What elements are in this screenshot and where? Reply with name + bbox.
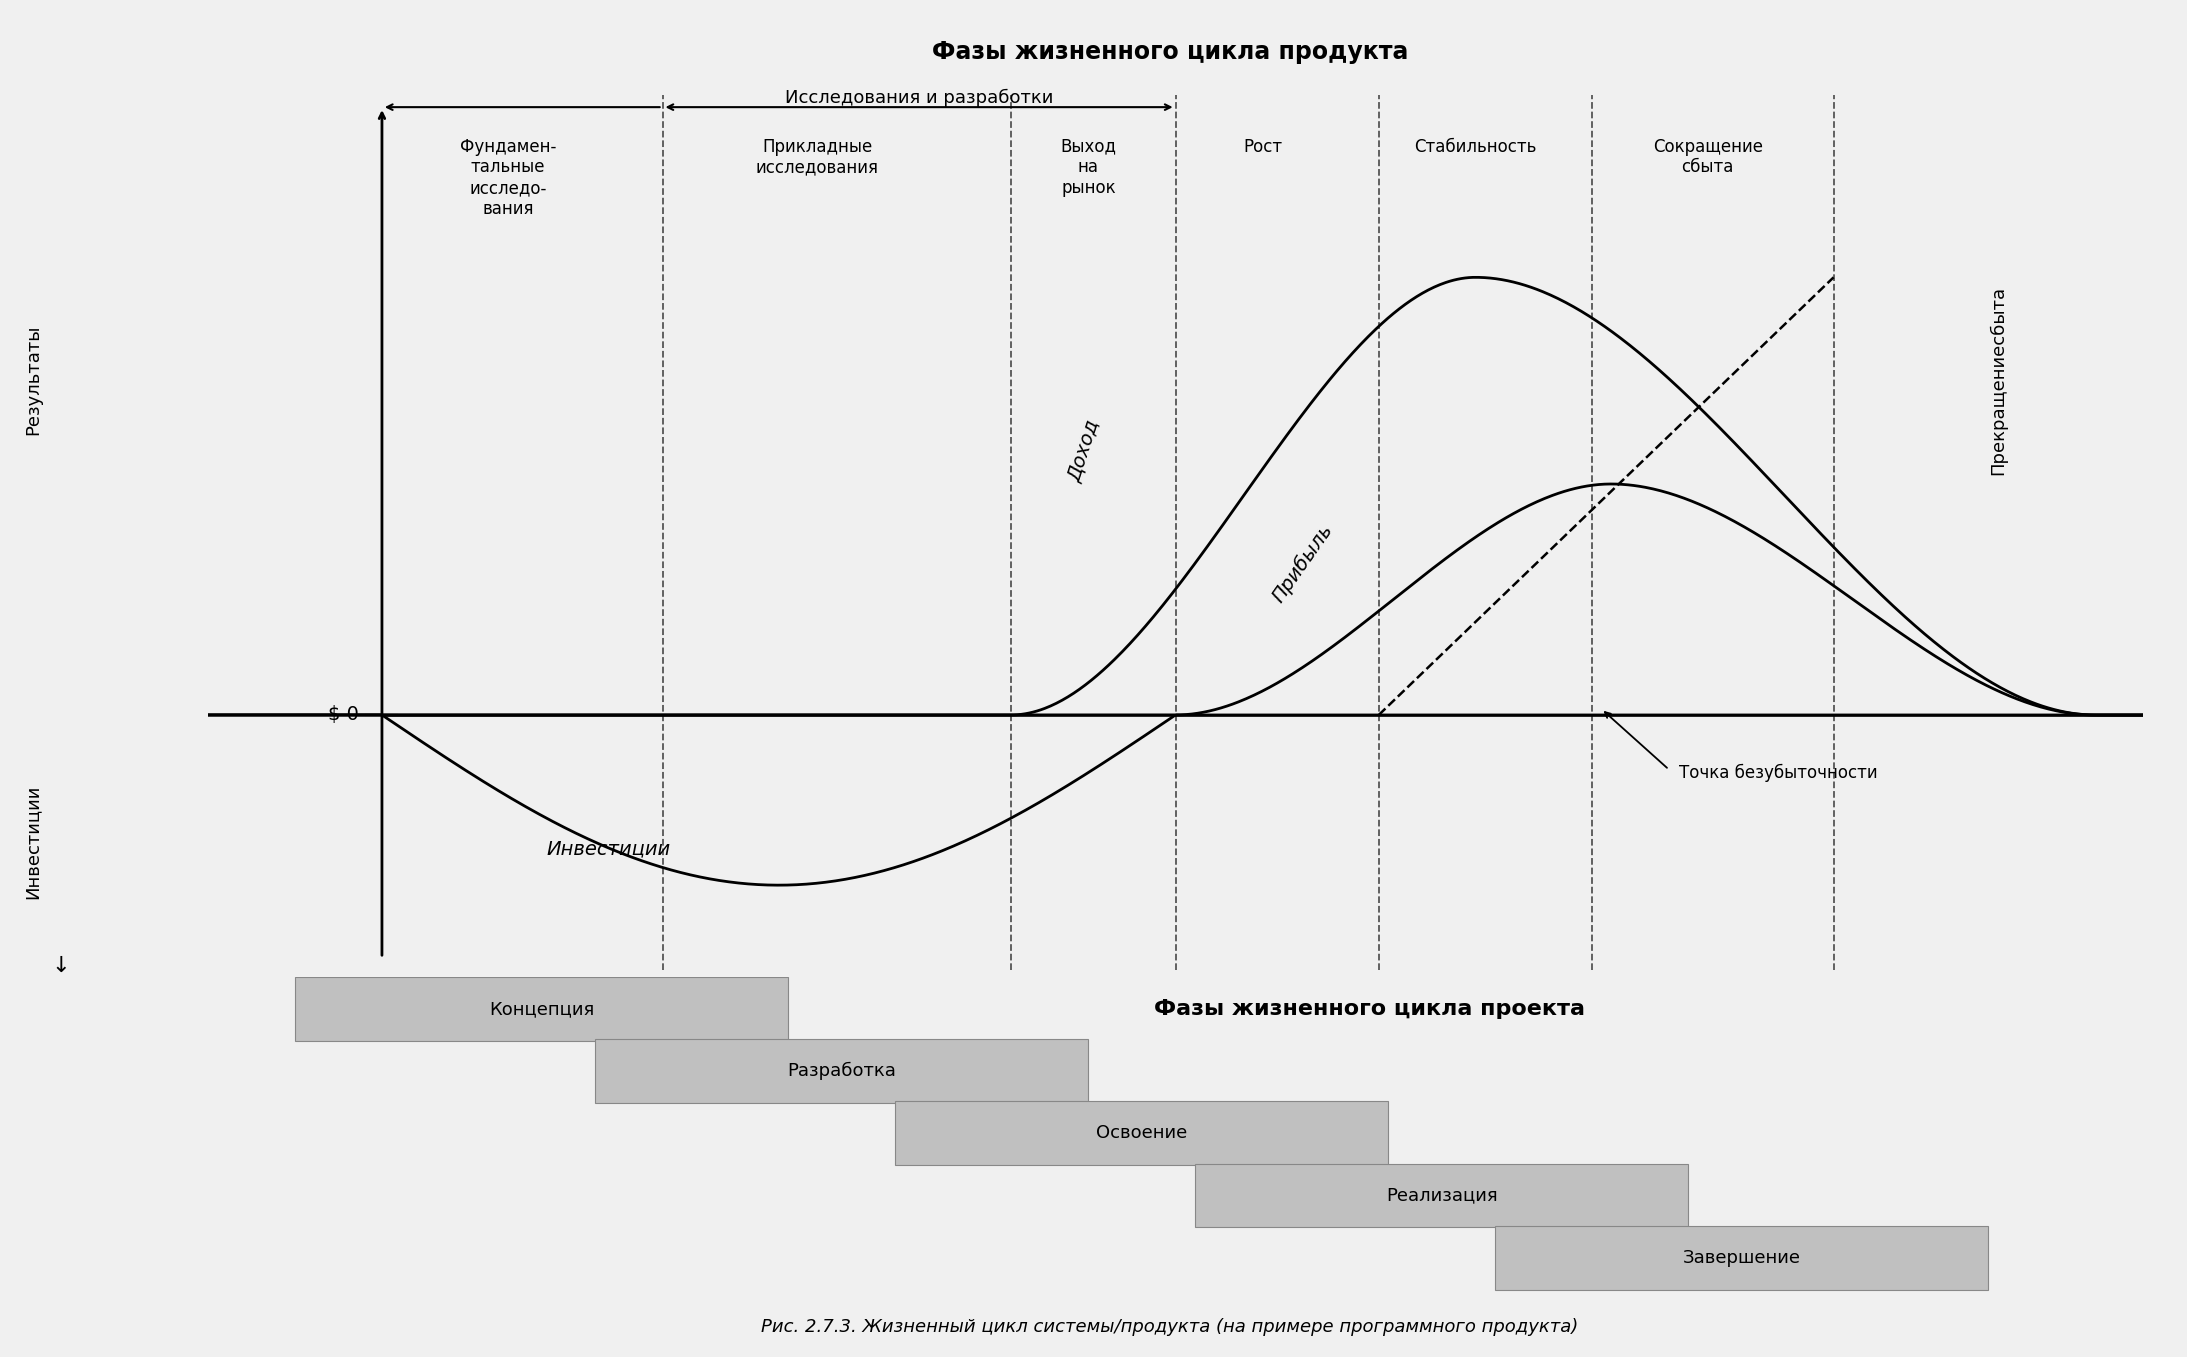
Text: Концепция: Концепция	[490, 1000, 595, 1018]
Text: Рис. 2.7.3. Жизненный цикл системы/продукта (на примере программного продукта): Рис. 2.7.3. Жизненный цикл системы/проду…	[761, 1318, 1579, 1337]
Text: Разработка: Разработка	[787, 1063, 897, 1080]
Text: Инвестиции: Инвестиции	[24, 784, 42, 898]
Text: Прикладные
исследования: Прикладные исследования	[757, 137, 879, 176]
Text: Фундамен-
тальные
исследо-
вания: Фундамен- тальные исследо- вания	[459, 137, 555, 218]
Text: Реализация: Реализация	[1387, 1186, 1498, 1205]
Text: Рост: Рост	[1242, 137, 1282, 156]
Text: Фазы жизненного цикла проекта: Фазы жизненного цикла проекта	[1153, 999, 1586, 1019]
Text: Фазы жизненного цикла продукта: Фазы жизненного цикла продукта	[932, 39, 1408, 64]
Text: Стабильность: Стабильность	[1415, 137, 1537, 156]
Text: Инвестиции: Инвестиции	[547, 839, 671, 858]
Text: Исследования и разработки: Исследования и разработки	[785, 90, 1054, 107]
Text: $ 0: $ 0	[328, 706, 359, 725]
Text: Точка безубыточности: Точка безубыточности	[1680, 764, 1876, 782]
Bar	[1194, 1163, 1688, 1227]
Text: Доход: Доход	[1065, 417, 1102, 484]
Text: Прибыль: Прибыль	[1268, 520, 1336, 605]
Bar	[295, 977, 787, 1041]
Bar	[894, 1102, 1389, 1166]
Bar	[1496, 1225, 1988, 1289]
Text: Сокращение
сбыта: Сокращение сбыта	[1653, 137, 1763, 176]
Text: ↓: ↓	[52, 957, 70, 976]
Text: Завершение: Завершение	[1682, 1248, 1800, 1266]
Bar	[595, 1039, 1089, 1103]
Text: Выход
на
рынок: Выход на рынок	[1061, 137, 1115, 197]
Text: Освоение: Освоение	[1096, 1125, 1188, 1143]
Text: Прекращениесбыта: Прекращениесбыта	[1988, 286, 2008, 475]
Text: Результаты: Результаты	[24, 324, 42, 436]
